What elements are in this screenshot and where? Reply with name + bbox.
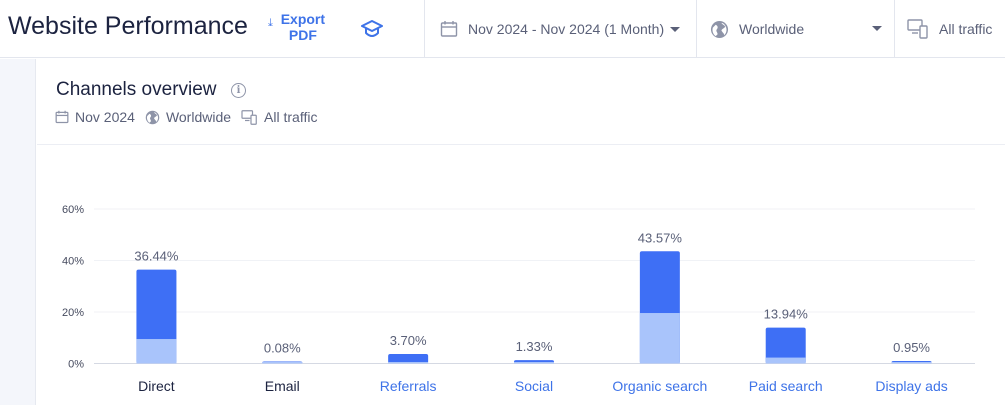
y-tick-label: 20% xyxy=(62,307,84,319)
top-header: Website Performance ⤓ Export PDF Nov 202… xyxy=(0,0,1005,58)
bar-value-label: 36.44% xyxy=(134,249,179,264)
bar-segment-light xyxy=(891,362,932,364)
devices-icon xyxy=(241,109,258,125)
left-sidebar-strip xyxy=(0,59,36,405)
bar-segment-light xyxy=(136,339,177,364)
bar-value-label: 1.33% xyxy=(516,339,553,354)
download-icon: ⤓ xyxy=(268,17,273,29)
category-label-organic-search[interactable]: Organic search xyxy=(612,378,707,394)
date-range-filter[interactable]: Nov 2024 - Nov 2024 (1 Month) xyxy=(440,0,681,58)
bar-segment-light xyxy=(262,362,303,364)
bar-value-label: 3.70% xyxy=(390,333,427,348)
header-divider xyxy=(424,0,425,58)
bar-segment-light xyxy=(765,357,806,364)
export-pdf-button[interactable]: ⤓ Export PDF xyxy=(268,11,327,43)
bar-segment-light xyxy=(388,362,429,364)
category-label-social[interactable]: Social xyxy=(515,378,553,394)
bar-value-label: 43.57% xyxy=(638,230,683,245)
bar-value-label: 13.94% xyxy=(764,307,809,322)
graduation-cap-icon[interactable] xyxy=(360,17,384,41)
globe-icon xyxy=(145,110,160,125)
export-pdf-label: Export PDF xyxy=(280,11,326,43)
category-label-referrals[interactable]: Referrals xyxy=(380,378,437,394)
card-divider xyxy=(37,144,1005,145)
chevron-down-icon xyxy=(872,26,882,31)
meta-traffic-value: All traffic xyxy=(264,109,318,125)
meta-date: Nov 2024 xyxy=(55,109,135,125)
card-meta-row: Nov 2024 Worldwide All traffic xyxy=(55,109,327,125)
channels-overview-card: Channels overview i Nov 2024 xyxy=(37,59,1005,405)
category-label-email: Email xyxy=(265,378,300,394)
y-tick-label: 40% xyxy=(62,256,84,268)
region-filter[interactable]: Worldwide xyxy=(710,0,882,58)
globe-icon xyxy=(710,20,729,39)
bar-value-label: 0.95% xyxy=(893,340,930,355)
bar-referrals[interactable] xyxy=(388,353,429,364)
date-range-value: Nov 2024 - Nov 2024 (1 Month) xyxy=(468,21,665,37)
calendar-icon xyxy=(55,110,69,124)
category-label-display-ads[interactable]: Display ads xyxy=(875,378,947,394)
meta-traffic: All traffic xyxy=(241,109,317,125)
bar-value-label: 0.08% xyxy=(264,341,301,356)
page-title: Website Performance xyxy=(8,12,248,40)
meta-region-value: Worldwide xyxy=(165,109,232,125)
devices-icon xyxy=(907,19,929,39)
meta-date-value: Nov 2024 xyxy=(75,109,135,125)
header-divider xyxy=(894,0,895,58)
y-tick-label: 0% xyxy=(68,359,84,371)
info-icon[interactable]: i xyxy=(231,83,246,98)
header-divider xyxy=(696,0,697,58)
channels-bar-chart: 0% 20% 40% 60% 36.44% Direct 0.08% Email 3.70% Re… xyxy=(62,204,975,394)
category-label-paid-search[interactable]: Paid search xyxy=(749,378,823,394)
chevron-down-icon xyxy=(670,26,681,32)
traffic-value: All traffic xyxy=(939,21,993,37)
bar-segment-light xyxy=(514,362,554,364)
region-value: Worldwide xyxy=(739,21,805,37)
calendar-icon xyxy=(440,20,458,38)
meta-region: Worldwide xyxy=(145,109,231,125)
bar-paid-search[interactable] xyxy=(765,327,806,364)
bar-segment-light xyxy=(639,313,680,364)
card-title: Channels overview xyxy=(56,79,217,100)
category-label-direct: Direct xyxy=(138,378,175,394)
traffic-filter[interactable]: All traffic xyxy=(907,0,992,58)
y-tick-label: 60% xyxy=(62,204,84,216)
